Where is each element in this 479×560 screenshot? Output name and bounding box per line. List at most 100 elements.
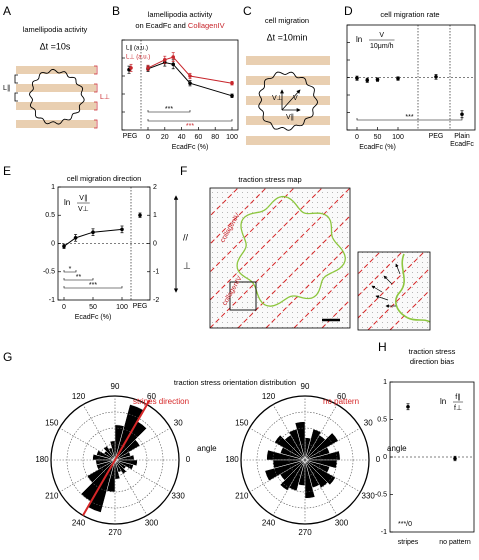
cell-outline xyxy=(258,71,318,131)
diagram-title: cell migration xyxy=(265,16,309,25)
data-point xyxy=(120,227,124,232)
data-point xyxy=(171,55,175,59)
data-point xyxy=(230,94,234,98)
stripe-lines xyxy=(358,252,430,330)
cell-outline xyxy=(29,68,85,125)
chart-title: direction bias xyxy=(410,357,454,366)
stress-arrows xyxy=(371,263,401,308)
y-label: f⊥ xyxy=(454,405,462,412)
stripe-line xyxy=(210,188,267,245)
x-tick-label: 60 xyxy=(195,134,203,141)
angle-label: angle xyxy=(197,444,217,453)
annotation: stripes direction xyxy=(133,397,189,406)
y-label: V∥ xyxy=(79,194,87,202)
significance-bracket xyxy=(356,118,463,121)
data-point xyxy=(230,81,234,85)
x-tick-label: 100 xyxy=(116,304,128,311)
y-tick-label: 0 xyxy=(383,454,387,461)
angle-tick-label: 300 xyxy=(335,518,349,527)
stripe-line xyxy=(358,252,403,297)
annotation: ***/0 xyxy=(398,521,412,528)
significance-label: *** xyxy=(186,123,194,130)
data-point xyxy=(171,62,175,67)
panel-label: D xyxy=(344,4,353,18)
traction-map: traction stress map collagenIV collagenI… xyxy=(209,175,431,331)
chart-title: traction stress orientation distribution xyxy=(174,378,296,387)
cell-outline xyxy=(236,195,346,307)
data-point xyxy=(163,58,167,62)
angle-tick-label: 300 xyxy=(145,518,159,527)
y-tick-label: -0.5 xyxy=(375,491,387,498)
polar-bar xyxy=(274,434,306,461)
x-tick-label: 0 xyxy=(62,304,66,311)
data-point xyxy=(365,78,370,83)
angle-tick-label: 0 xyxy=(376,455,381,464)
y-tick-label: 0.5 xyxy=(377,416,387,423)
angle-tick-label: 150 xyxy=(235,419,249,428)
cell-outline xyxy=(395,253,431,323)
y-label: V xyxy=(379,32,384,39)
velocity-arrow xyxy=(281,89,301,111)
x-tick-label: stripes xyxy=(398,539,419,546)
data-point xyxy=(138,213,142,218)
angle-tick-label: 270 xyxy=(108,528,122,537)
diagram-c: cell migration Δt =10min V⊥ V V∥ xyxy=(246,16,330,145)
y-label: ln xyxy=(356,35,362,44)
data-line xyxy=(63,228,123,247)
y-tick-label: 1 xyxy=(51,184,55,191)
image-title: traction stress map xyxy=(238,175,301,184)
panel-label: G xyxy=(3,350,12,364)
chart-title: cell migration rate xyxy=(380,10,439,19)
control-label: PEG xyxy=(132,303,148,310)
significance-bracket xyxy=(63,286,123,289)
significance-label: ** xyxy=(76,274,82,281)
panel-label: H xyxy=(378,340,387,354)
y-tick-label: -0.5 xyxy=(43,269,55,276)
significance-label: *** xyxy=(405,114,413,121)
stripe-line xyxy=(367,267,430,330)
significance-bracket xyxy=(63,278,94,281)
y-label: ln xyxy=(440,397,446,406)
angle-label: angle xyxy=(387,444,407,453)
angle-tick-label: 210 xyxy=(235,492,249,501)
inset-frame xyxy=(357,251,431,331)
map-frame xyxy=(209,187,351,329)
stripe-line xyxy=(358,252,425,319)
radial-grid xyxy=(272,427,338,493)
stripe-line xyxy=(358,252,381,275)
angle-tick-label: 180 xyxy=(225,455,239,464)
chart-subtitle: on EcadFc and CollagenIV xyxy=(135,21,224,30)
stripe-line xyxy=(265,243,350,328)
data-point xyxy=(396,76,400,81)
data-line xyxy=(147,61,233,97)
data-point xyxy=(146,66,150,70)
angle-tick-label: 120 xyxy=(262,392,276,401)
direction-label: // xyxy=(183,232,189,242)
stripe xyxy=(246,96,330,105)
diagram-a: lamellipodia activity Δt =10s L∥ L⊥ xyxy=(3,25,110,129)
legend-entry: L⊥ (a.u.) xyxy=(126,54,150,61)
panel-label: A xyxy=(3,4,11,18)
angle-tick-label: 210 xyxy=(45,492,59,501)
data-point xyxy=(453,456,457,461)
data-point xyxy=(129,66,133,70)
angle-tick-label: 240 xyxy=(262,518,276,527)
stripe xyxy=(16,102,96,110)
angle-tick-label: 60 xyxy=(147,392,156,401)
chart-subtitle-highlight: CollagenIV xyxy=(188,21,225,30)
angle-tick-label: 330 xyxy=(172,492,186,501)
y-label: 10μm/h xyxy=(370,43,394,50)
stripe-line xyxy=(210,188,323,301)
angle-tick-label: 120 xyxy=(72,392,86,401)
chart-title: cell migration direction xyxy=(67,174,142,183)
stripe-line xyxy=(210,188,350,328)
data-point xyxy=(188,81,192,85)
x-tick-label: 40 xyxy=(178,134,186,141)
data-point xyxy=(62,244,66,249)
stripe-line xyxy=(237,215,350,328)
y2-tick-label: 0 xyxy=(153,240,157,247)
panel-label: E xyxy=(3,164,11,178)
x-axis-label: EcadFc (%) xyxy=(75,314,112,321)
angle-tick-label: 180 xyxy=(35,455,49,464)
stripe xyxy=(246,116,330,125)
